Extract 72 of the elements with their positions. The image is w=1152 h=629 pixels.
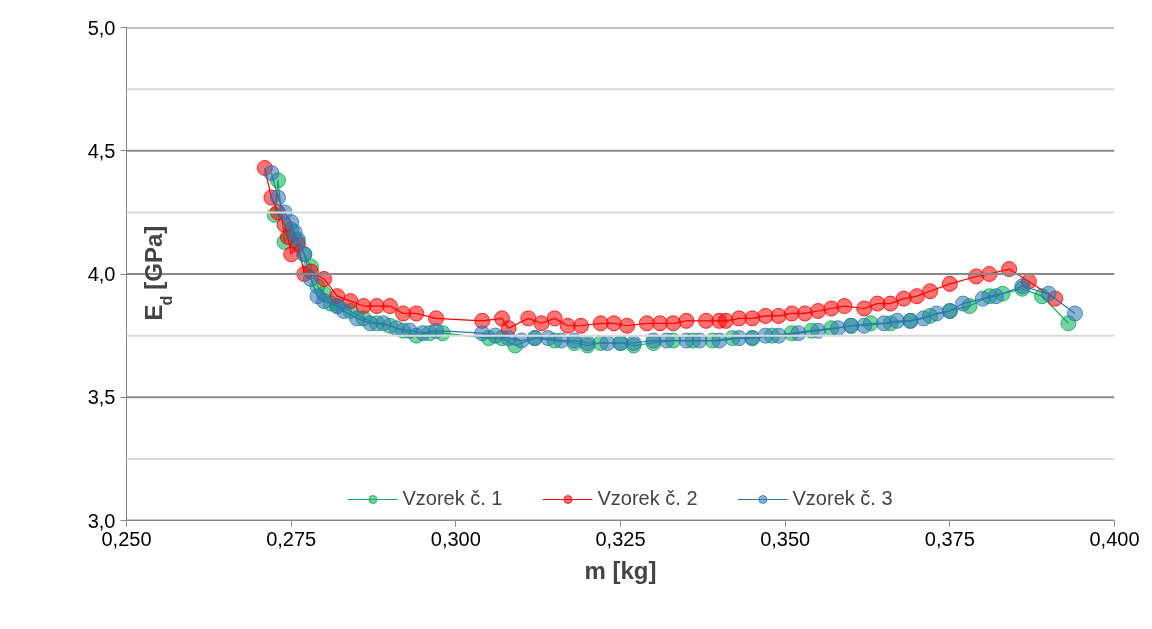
point xyxy=(731,310,748,327)
point xyxy=(546,310,563,327)
point xyxy=(605,315,622,332)
point xyxy=(810,322,827,339)
y-tick-label: 5,0 xyxy=(87,16,116,39)
point xyxy=(269,189,286,206)
x-tick-label: 0,325 xyxy=(595,527,646,550)
x-tick-label: 0,350 xyxy=(760,527,811,550)
point xyxy=(335,302,352,319)
point xyxy=(915,310,932,327)
point xyxy=(869,295,886,312)
point xyxy=(717,312,734,329)
point xyxy=(263,164,280,181)
point xyxy=(744,310,761,327)
x-tick-label: 0,400 xyxy=(1089,527,1140,550)
point xyxy=(349,310,366,327)
x-tick-label: 0,375 xyxy=(924,527,975,550)
point xyxy=(368,298,385,315)
point xyxy=(974,290,991,307)
point xyxy=(302,270,319,287)
point xyxy=(638,315,655,332)
point xyxy=(955,295,972,312)
point xyxy=(882,295,899,312)
point xyxy=(928,305,945,322)
y-tick-label: 4,5 xyxy=(87,139,116,162)
point xyxy=(388,320,405,337)
point xyxy=(559,317,576,334)
point xyxy=(810,302,827,319)
point xyxy=(1066,305,1083,322)
point xyxy=(823,300,840,317)
point xyxy=(796,305,813,322)
point xyxy=(941,275,958,292)
point xyxy=(428,322,445,339)
point xyxy=(856,300,873,317)
point xyxy=(836,298,853,315)
point xyxy=(375,315,392,332)
point xyxy=(572,317,589,334)
point xyxy=(889,312,906,329)
point xyxy=(520,310,537,327)
y-tick-label: 4,0 xyxy=(87,263,116,285)
point xyxy=(395,305,412,322)
point xyxy=(875,315,892,332)
point xyxy=(770,307,787,324)
point xyxy=(381,298,398,315)
point xyxy=(1001,261,1018,278)
point xyxy=(652,315,669,332)
point xyxy=(592,315,609,332)
point xyxy=(533,315,550,332)
point xyxy=(408,305,425,322)
point xyxy=(698,312,715,329)
point xyxy=(856,317,873,334)
point xyxy=(757,307,774,324)
point xyxy=(829,320,846,337)
point xyxy=(908,288,925,305)
point xyxy=(362,315,379,332)
x-tick-label: 0,275 xyxy=(266,527,317,550)
point xyxy=(316,293,333,310)
point xyxy=(665,315,682,332)
y-tick-label: 3,5 xyxy=(87,386,116,409)
legend-label: Vzorek č. 3 xyxy=(792,487,893,510)
x-axis-title: m [kg] xyxy=(584,556,657,584)
point xyxy=(1040,285,1057,302)
point xyxy=(783,305,800,322)
legend-label: Vzorek č. 2 xyxy=(597,487,698,510)
point xyxy=(987,288,1004,305)
x-tick-label: 0,300 xyxy=(430,527,481,550)
point xyxy=(678,312,695,329)
point xyxy=(895,290,912,307)
y-axis-title: Ed [GPa] xyxy=(139,225,175,321)
legend-label: Vzorek č. 1 xyxy=(402,487,503,510)
point xyxy=(922,283,939,300)
point xyxy=(619,317,636,334)
